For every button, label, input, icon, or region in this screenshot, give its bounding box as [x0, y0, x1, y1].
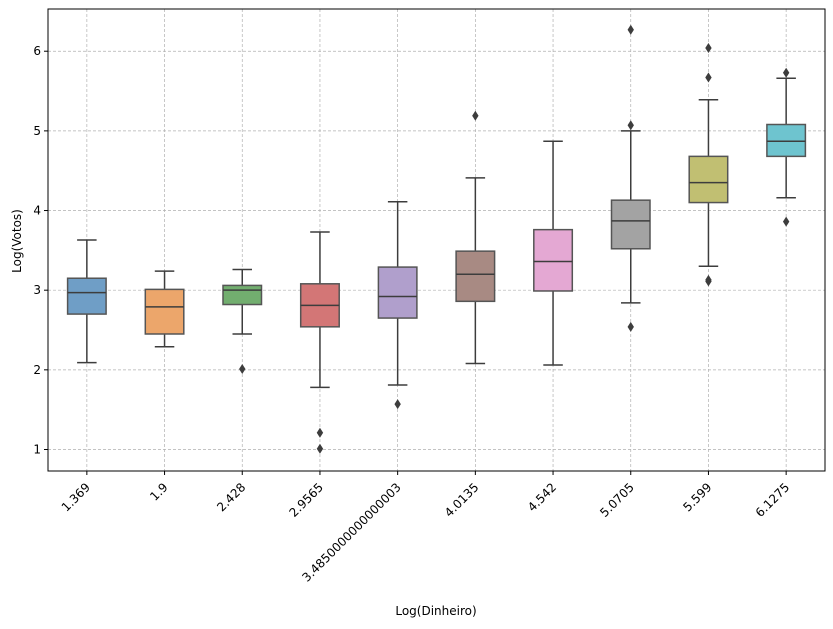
box-iqr — [144, 288, 185, 335]
y-tick-label: 4 — [33, 204, 41, 218]
box-9 — [766, 67, 807, 227]
y-tick-label: 3 — [33, 283, 41, 297]
outlier-point — [705, 43, 712, 54]
box-7 — [610, 24, 651, 332]
box-3 — [299, 231, 340, 454]
outlier-point — [316, 443, 324, 454]
box-0 — [66, 239, 107, 364]
box-5 — [455, 110, 496, 365]
outlier-point — [627, 321, 634, 332]
y-tick-label: 5 — [33, 124, 41, 138]
y-tick-label: 2 — [33, 363, 41, 377]
box-iqr — [66, 277, 107, 315]
plot-frame — [47, 8, 826, 472]
outlier-point — [782, 216, 790, 227]
outlier-point — [627, 120, 634, 131]
box-iqr — [688, 155, 729, 204]
outlier-point — [782, 67, 790, 78]
box-iqr — [377, 266, 418, 319]
outlier-point — [705, 72, 712, 83]
box-iqr — [455, 250, 496, 303]
box-series — [66, 24, 807, 454]
outlier-point — [472, 110, 479, 121]
outlier-point — [394, 399, 401, 410]
outlier-point — [705, 274, 712, 285]
outlier-point — [239, 364, 246, 375]
box-iqr — [766, 123, 807, 158]
box-1 — [144, 270, 185, 348]
x-axis-label: Log(Dinheiro) — [395, 604, 476, 618]
box-iqr — [610, 199, 651, 250]
outlier-point — [627, 24, 634, 35]
outlier-point — [316, 427, 324, 438]
box-8 — [688, 43, 729, 287]
box-4 — [377, 201, 418, 410]
box-iqr — [222, 284, 263, 306]
box-2 — [222, 268, 263, 375]
box-iqr — [533, 228, 574, 292]
y-axis: 1 2 3 4 5 6 — [33, 44, 48, 456]
box-6 — [533, 140, 574, 366]
y-tick-label: 1 — [33, 442, 41, 456]
y-axis-label: Log(Votos) — [10, 209, 24, 273]
y-tick-label: 6 — [33, 44, 41, 58]
